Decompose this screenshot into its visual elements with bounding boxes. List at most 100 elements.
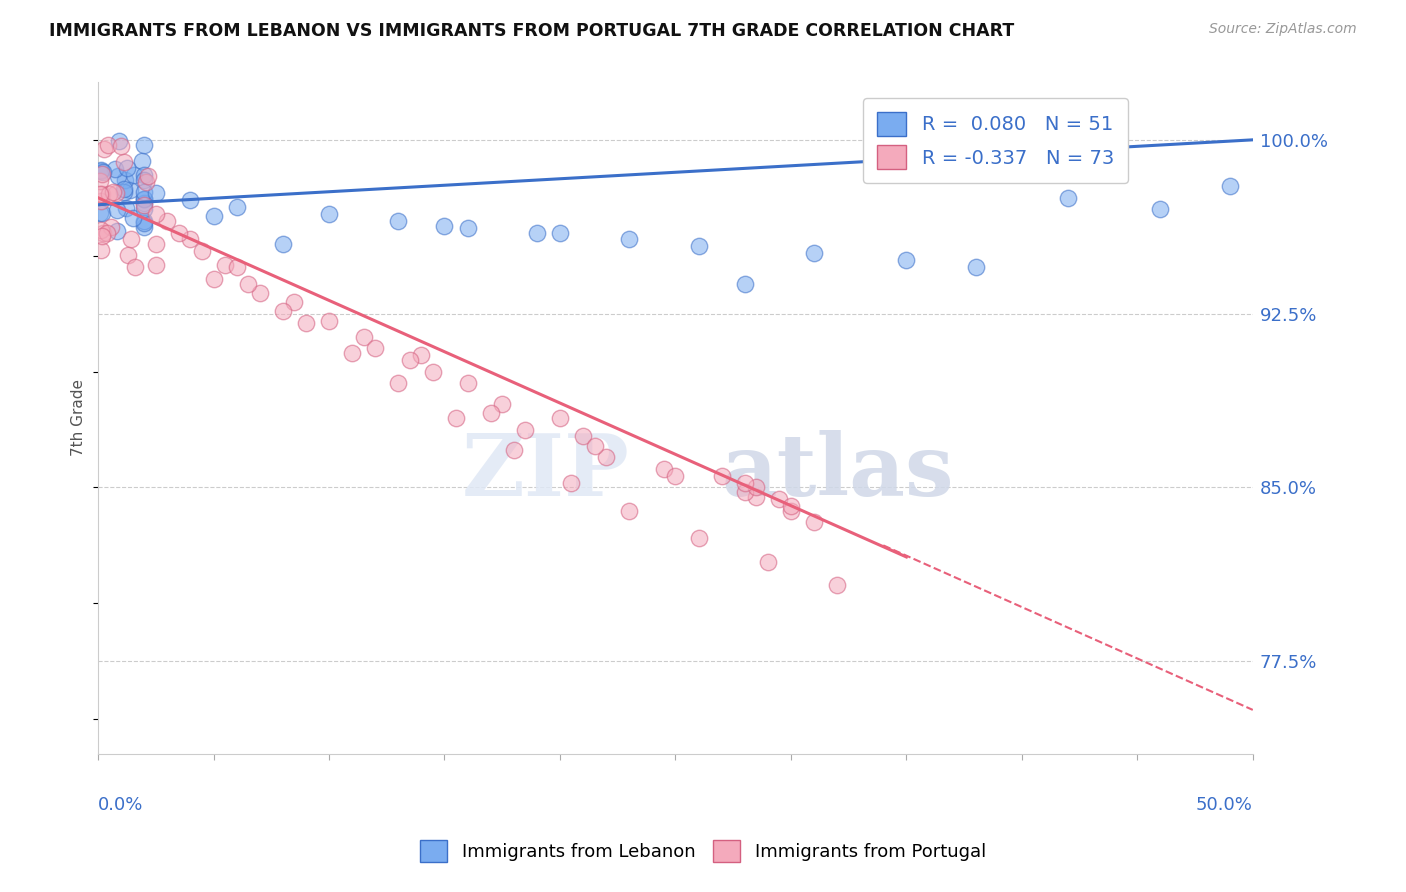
Point: [1080, 137, 1102, 152]
Point: [134, 172, 156, 186]
Point: [283, 295, 305, 310]
Point: [387, 214, 409, 228]
Point: [271, 237, 294, 252]
Point: [122, 168, 145, 182]
Point: [114, 173, 136, 187]
Point: [225, 200, 247, 214]
Point: [295, 316, 318, 330]
Point: [202, 209, 225, 223]
Point: [411, 348, 433, 362]
Point: [131, 153, 153, 168]
Point: [710, 468, 733, 483]
Point: [91, 227, 114, 241]
Point: [90, 167, 112, 181]
Point: [619, 232, 641, 246]
Point: [134, 185, 156, 199]
Point: [145, 207, 167, 221]
Point: [1219, 179, 1241, 194]
Legend: R =  0.080   N = 51, R = -0.337   N = 73: R = 0.080 N = 51, R = -0.337 N = 73: [863, 98, 1128, 183]
Point: [502, 443, 524, 458]
Point: [491, 397, 513, 411]
Point: [135, 175, 157, 189]
Point: [479, 406, 502, 420]
Point: [734, 475, 756, 490]
Point: [104, 162, 127, 177]
Point: [145, 258, 167, 272]
Point: [595, 450, 617, 465]
Point: [110, 139, 132, 153]
Point: [134, 202, 156, 216]
Point: [803, 246, 825, 260]
Point: [1057, 191, 1080, 205]
Point: [457, 220, 479, 235]
Point: [340, 346, 363, 360]
Point: [515, 423, 537, 437]
Point: [225, 260, 247, 275]
Point: [191, 244, 214, 258]
Point: [117, 248, 139, 262]
Point: [124, 260, 146, 274]
Point: [214, 258, 236, 272]
Point: [89, 187, 111, 202]
Point: [444, 411, 467, 425]
Point: [364, 342, 387, 356]
Point: [120, 232, 142, 246]
Point: [238, 277, 260, 291]
Point: [108, 134, 131, 148]
Point: [89, 174, 111, 188]
Point: [134, 192, 156, 206]
Text: IMMIGRANTS FROM LEBANON VS IMMIGRANTS FROM PORTUGAL 7TH GRADE CORRELATION CHART: IMMIGRANTS FROM LEBANON VS IMMIGRANTS FR…: [49, 22, 1015, 40]
Point: [105, 202, 128, 217]
Point: [249, 285, 271, 300]
Point: [91, 206, 114, 220]
Point: [134, 219, 156, 234]
Point: [134, 192, 156, 206]
Point: [548, 226, 571, 240]
Point: [90, 163, 112, 178]
Point: [91, 186, 114, 201]
Point: [271, 304, 294, 318]
Point: [318, 207, 340, 221]
Point: [433, 219, 456, 233]
Point: [560, 475, 582, 490]
Point: [353, 330, 375, 344]
Point: [97, 137, 120, 152]
Point: [318, 313, 340, 327]
Point: [90, 228, 112, 243]
Point: [548, 411, 571, 425]
Point: [122, 211, 145, 225]
Point: [134, 169, 156, 183]
Point: [89, 206, 111, 220]
Point: [101, 185, 124, 199]
Y-axis label: 7th Grade: 7th Grade: [72, 379, 86, 457]
Point: [107, 169, 129, 183]
Point: [112, 154, 135, 169]
Point: [803, 515, 825, 529]
Point: [422, 365, 444, 379]
Point: [90, 244, 112, 258]
Point: [965, 260, 987, 275]
Point: [112, 182, 135, 196]
Point: [134, 196, 156, 211]
Point: [583, 439, 606, 453]
Point: [825, 578, 848, 592]
Point: [105, 224, 128, 238]
Point: [572, 429, 595, 443]
Point: [780, 499, 803, 513]
Point: [90, 163, 112, 178]
Point: [745, 480, 768, 494]
Point: [138, 169, 160, 183]
Point: [619, 503, 641, 517]
Text: 50.0%: 50.0%: [1197, 796, 1253, 814]
Point: [896, 253, 918, 268]
Text: ZIP: ZIP: [461, 430, 630, 514]
Point: [90, 194, 112, 208]
Text: Source: ZipAtlas.com: Source: ZipAtlas.com: [1209, 22, 1357, 37]
Point: [104, 186, 127, 200]
Point: [780, 503, 803, 517]
Point: [118, 183, 141, 197]
Point: [688, 239, 710, 253]
Point: [688, 532, 710, 546]
Point: [134, 198, 156, 212]
Point: [100, 219, 122, 234]
